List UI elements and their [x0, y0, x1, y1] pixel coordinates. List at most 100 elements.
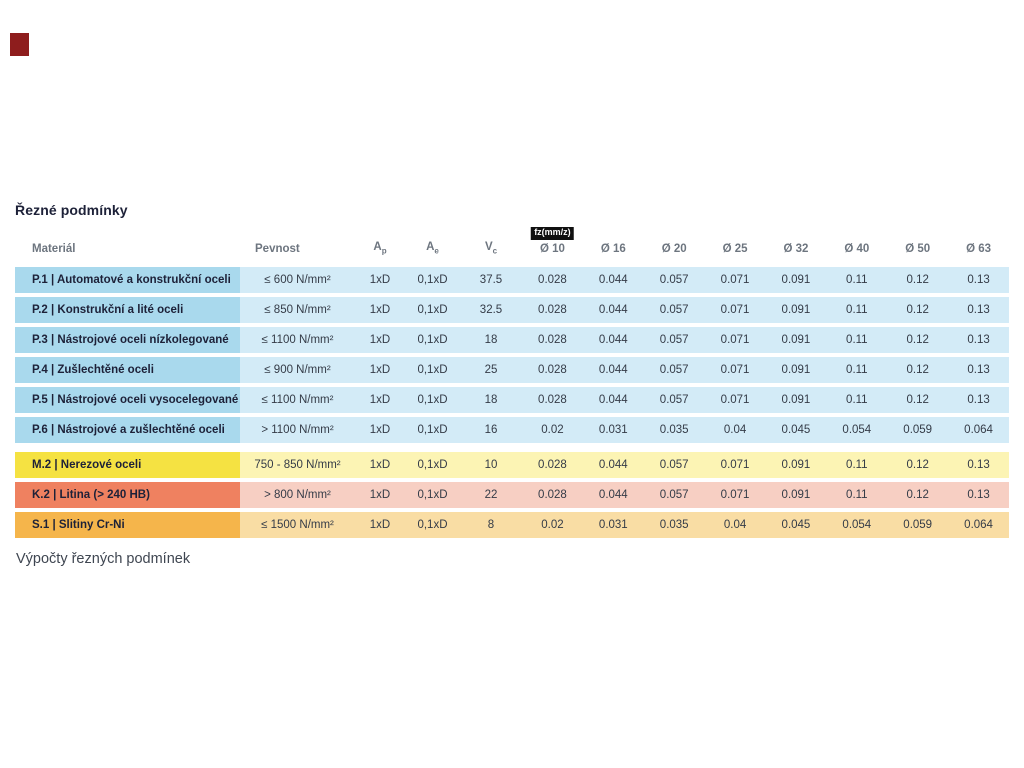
fz-cell-63: 0.064	[964, 519, 993, 531]
fz-cell-40: 0.11	[846, 459, 868, 471]
fz-cell-20: 0.035	[659, 519, 689, 531]
table-header-row: Materiál Pevnost Ap Ae Vc fz(mm/z) Ø 10 …	[15, 227, 1009, 258]
fz-cell-63: 0.13	[967, 304, 990, 316]
table-row: K.2 | Litina (> 240 HB) > 800 N/mm² 1xD …	[15, 482, 1009, 508]
table-row: P.3 | Nástrojové oceli nízkolegované ≤ 1…	[15, 327, 1009, 353]
fz-cell-10: 0.028	[538, 304, 567, 316]
header-ae-base: A	[426, 240, 435, 253]
fz-cell-50: 0.12	[906, 489, 929, 501]
fz-cell-20: 0.057	[659, 459, 689, 471]
ae-cell: 0,1xD	[417, 274, 448, 286]
header-diam-20: Ø 20	[661, 243, 687, 255]
ap-cell: 1xD	[369, 489, 391, 501]
ae-cell: 0,1xD	[417, 364, 448, 376]
vc-cell: 16	[484, 424, 498, 436]
fz-cell-16: 0.044	[598, 364, 628, 376]
table-row: P.1 | Automatové a konstrukční oceli ≤ 6…	[15, 267, 1009, 293]
header-vc-base: V	[484, 240, 493, 253]
material-cell: S.1 | Slitiny Cr-Ni	[15, 512, 240, 538]
header-diam-25: Ø 25	[722, 243, 748, 255]
ae-cell: 0,1xD	[417, 459, 448, 471]
fz-cell-32: 0.045	[781, 424, 811, 436]
vc-cell: 18	[484, 334, 498, 346]
fz-cell-40: 0.11	[846, 334, 868, 346]
fz-cell-20: 0.057	[659, 394, 689, 406]
table-row: S.1 | Slitiny Cr-Ni ≤ 1500 N/mm² 1xD 0,1…	[15, 512, 1009, 538]
pevnost-cell: 750 - 850 N/mm²	[254, 459, 341, 471]
fz-cell-32: 0.091	[781, 274, 811, 286]
fz-cell-32: 0.045	[781, 519, 811, 531]
material-cell: P.5 | Nástrojové oceli vysocelegované	[15, 387, 240, 413]
material-cell: K.2 | Litina (> 240 HB)	[15, 482, 240, 508]
table-row: M.2 | Nerezové oceli 750 - 850 N/mm² 1xD…	[15, 452, 1009, 478]
fz-cell-10: 0.028	[538, 459, 567, 471]
table-body: P.1 | Automatové a konstrukční oceli ≤ 6…	[15, 267, 1009, 538]
vc-cell: 22	[484, 489, 498, 501]
fz-cell-40: 0.11	[846, 394, 868, 406]
fz-cell-50: 0.12	[906, 334, 929, 346]
fz-unit-badge: fz(mm/z)	[531, 227, 574, 240]
ae-cell: 0,1xD	[417, 394, 448, 406]
pevnost-cell: ≤ 900 N/mm²	[264, 364, 331, 376]
header-vc-sub: c	[492, 246, 498, 255]
pevnost-cell: ≤ 850 N/mm²	[264, 304, 331, 316]
material-cell: M.2 | Nerezové oceli	[15, 452, 240, 478]
header-ae-sub: e	[434, 246, 439, 255]
red-marker	[10, 33, 29, 56]
header-diam-10-label: Ø 10	[539, 243, 565, 255]
fz-cell-10: 0.028	[538, 274, 567, 286]
fz-cell-16: 0.031	[598, 519, 628, 531]
table-row: P.5 | Nástrojové oceli vysocelegované ≤ …	[15, 387, 1009, 413]
header-pevnost: Pevnost	[255, 243, 300, 255]
fz-cell-16: 0.044	[598, 459, 628, 471]
fz-cell-10: 0.02	[541, 424, 564, 436]
fz-cell-32: 0.091	[781, 489, 811, 501]
vc-cell: 18	[484, 394, 498, 406]
pevnost-cell: ≤ 1100 N/mm²	[261, 394, 334, 406]
fz-cell-25: 0.071	[720, 394, 750, 406]
ae-cell: 0,1xD	[417, 519, 448, 531]
material-cell: P.4 | Zušlechtěné oceli	[15, 357, 240, 383]
ap-cell: 1xD	[369, 519, 391, 531]
fz-cell-32: 0.091	[781, 334, 811, 346]
fz-cell-25: 0.071	[720, 459, 750, 471]
header-ap-sub: p	[381, 246, 387, 255]
fz-cell-20: 0.057	[659, 489, 689, 501]
fz-cell-10: 0.02	[541, 519, 564, 531]
pevnost-cell: ≤ 1100 N/mm²	[261, 334, 334, 346]
fz-cell-50: 0.059	[903, 424, 933, 436]
ap-cell: 1xD	[369, 304, 391, 316]
fz-cell-50: 0.12	[906, 274, 929, 286]
fz-cell-32: 0.091	[781, 364, 811, 376]
ae-cell: 0,1xD	[417, 424, 448, 436]
fz-cell-25: 0.04	[723, 519, 747, 531]
ap-cell: 1xD	[369, 334, 391, 346]
fz-cell-32: 0.091	[781, 459, 811, 471]
ae-cell: 0,1xD	[417, 304, 448, 316]
header-diam-63: Ø 63	[966, 243, 992, 255]
fz-cell-10: 0.028	[538, 394, 567, 406]
fz-cell-63: 0.13	[967, 394, 990, 406]
vc-cell: 32.5	[479, 304, 503, 316]
fz-cell-25: 0.071	[720, 334, 750, 346]
material-cell: P.3 | Nástrojové oceli nízkolegované	[15, 327, 240, 353]
fz-cell-10: 0.028	[538, 334, 567, 346]
fz-cell-20: 0.057	[659, 274, 689, 286]
fz-cell-32: 0.091	[781, 394, 811, 406]
ap-cell: 1xD	[369, 364, 391, 376]
fz-cell-40: 0.11	[846, 364, 868, 376]
cutting-conditions-table: Materiál Pevnost Ap Ae Vc fz(mm/z) Ø 10 …	[15, 227, 1009, 538]
fz-cell-50: 0.12	[906, 459, 929, 471]
fz-cell-16: 0.044	[598, 274, 628, 286]
table-row: P.6 | Nástrojové a zušlechtěné oceli > 1…	[15, 417, 1009, 443]
fz-cell-25: 0.071	[720, 274, 750, 286]
fz-cell-32: 0.091	[781, 304, 811, 316]
fz-cell-20: 0.057	[659, 304, 689, 316]
ap-cell: 1xD	[369, 459, 391, 471]
ap-cell: 1xD	[369, 394, 391, 406]
fz-cell-40: 0.11	[846, 274, 868, 286]
fz-cell-63: 0.13	[967, 364, 990, 376]
fz-cell-16: 0.031	[598, 424, 628, 436]
fz-cell-20: 0.057	[659, 364, 689, 376]
